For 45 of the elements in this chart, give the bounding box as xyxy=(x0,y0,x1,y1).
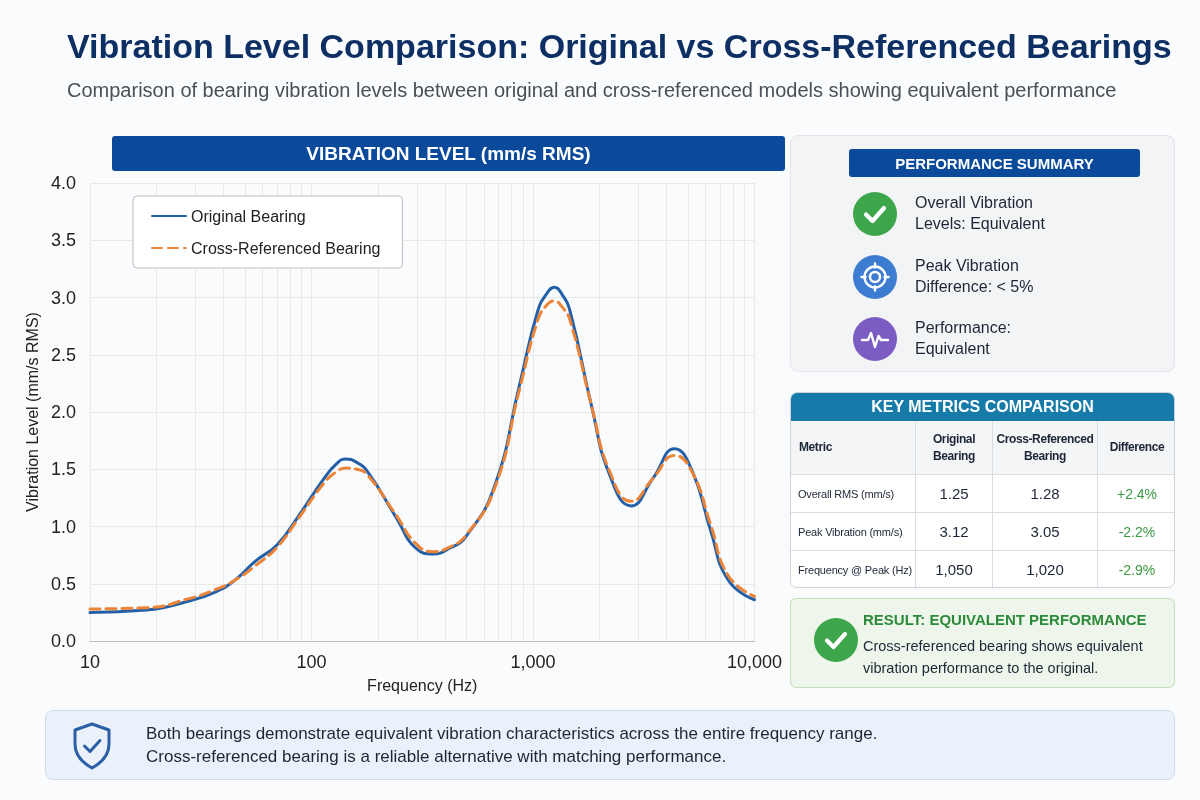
x-axis-title: Frequency (Hz) xyxy=(367,676,478,694)
x-tick-label: 100 xyxy=(296,652,327,672)
text: KEY METRICS COMPARISON xyxy=(791,393,1174,421)
text: 1.25 xyxy=(939,485,969,502)
text: +2.4% xyxy=(1116,485,1158,502)
text: 1,050 xyxy=(935,561,973,578)
y-tick-label: 4.0 xyxy=(50,173,76,193)
text: Both bearings demonstrate equivalent vibration characteristics across the entire frequency range. xyxy=(146,723,878,744)
x-tick-label: 10 xyxy=(79,652,101,672)
y-tick-label: 1.5 xyxy=(50,459,76,480)
chart-subtitle: Comparison of bearing vibration levels between original and cross-referenced models showing equivalent performance xyxy=(67,78,1117,102)
y-tick-label: 1.0 xyxy=(50,516,76,537)
text: 1.28 xyxy=(1030,485,1060,502)
text: Performance: Equivalent xyxy=(915,318,1013,359)
text: Peak Vibration (mm/s) xyxy=(798,525,903,538)
x-tick-label: 1,000 xyxy=(510,652,556,672)
text: Frequency @ Peak (Hz) xyxy=(798,563,912,576)
y-tick-label: 2.0 xyxy=(50,402,76,422)
text: Overall Vibration Levels: Equivalent xyxy=(915,193,1046,234)
y-tick-label: 0.0 xyxy=(50,631,76,651)
text: Difference xyxy=(1109,439,1165,456)
text: Metric xyxy=(799,439,832,456)
text: -2.2% xyxy=(1118,523,1156,540)
y-tick-label: 3.5 xyxy=(50,230,76,251)
legend-label: Original Bearing xyxy=(191,207,306,225)
text: 3.05 xyxy=(1030,523,1060,540)
text: Cross-Referenced Bearing xyxy=(995,430,1095,465)
chart-title: Vibration Level Comparison: Original vs Cross-Referenced Bearings xyxy=(67,26,1172,66)
text: 1,020 xyxy=(1026,561,1064,578)
text: Original Bearing xyxy=(931,430,977,465)
text: VIBRATION LEVEL (mm/s RMS) xyxy=(112,136,785,171)
text: Cross-referenced bearing shows equivalent vibration performance to the original. xyxy=(863,637,1144,678)
y-tick-label: 3.0 xyxy=(50,287,76,308)
text: 3.12 xyxy=(939,523,969,540)
y-axis-title: Vibration Level (mm/s RMS) xyxy=(23,312,41,512)
text: Cross-referenced bearing is a reliable alternative with matching performance. xyxy=(146,746,727,767)
text: Overall RMS (mm/s) xyxy=(798,487,895,500)
y-tick-label: 2.5 xyxy=(50,344,76,365)
x-tick-label: 10,000 xyxy=(726,652,782,672)
y-tick-label: 0.5 xyxy=(50,573,76,594)
text: PERFORMANCE SUMMARY xyxy=(849,149,1140,177)
text: Peak Vibration Difference: < 5% xyxy=(915,255,1035,297)
text: -2.9% xyxy=(1118,561,1156,578)
legend-label: Cross-Referenced Bearing xyxy=(191,239,381,257)
text: RESULT: EQUIVALENT PERFORMANCE xyxy=(863,611,1147,628)
